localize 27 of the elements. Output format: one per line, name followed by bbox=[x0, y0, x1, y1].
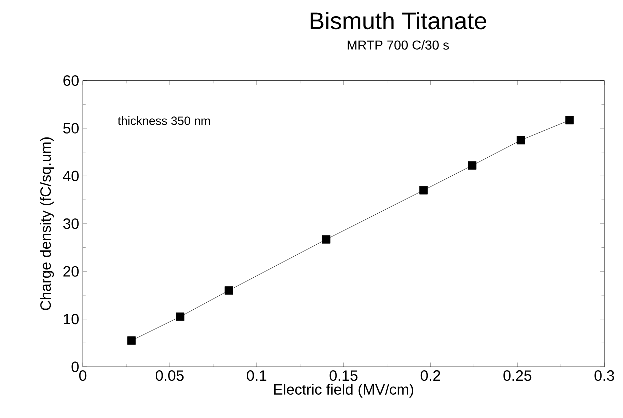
y-tick-label: 50 bbox=[64, 123, 79, 134]
x-tick-label: 0.2 bbox=[420, 370, 440, 382]
x-tick-label: 0.15 bbox=[330, 370, 358, 382]
chart-title: Bismuth Titanate bbox=[310, 12, 486, 30]
chart-subtitle: MRTP 700 C/30 s bbox=[348, 40, 450, 50]
y-tick-label: 30 bbox=[63, 218, 79, 230]
x-tick-label: 0.1 bbox=[247, 370, 267, 382]
point bbox=[176, 312, 185, 322]
x-tick-label: 0.25 bbox=[504, 370, 532, 382]
point bbox=[468, 161, 477, 170]
y-tick-label: 20 bbox=[64, 266, 79, 277]
y-tick-label: 40 bbox=[63, 170, 79, 182]
point bbox=[516, 136, 526, 145]
x-tick-label: 0.05 bbox=[156, 370, 184, 382]
y-tick-label: 60 bbox=[64, 75, 79, 86]
y-tick-label: 0 bbox=[72, 362, 79, 372]
point bbox=[128, 336, 136, 345]
point bbox=[322, 235, 331, 244]
y-axis-title: Charge density (fC/sq.um) bbox=[40, 138, 54, 310]
point bbox=[224, 286, 234, 295]
x-axis-title: Electric field (MV/cm) bbox=[274, 384, 414, 398]
y-tick-label: 10 bbox=[64, 314, 79, 325]
x-tick-label: 0.3 bbox=[594, 370, 614, 382]
annotation: thickness 350 nm bbox=[118, 116, 210, 126]
point bbox=[566, 116, 574, 125]
point bbox=[420, 186, 428, 195]
x-tick-label: 0 bbox=[79, 370, 87, 382]
